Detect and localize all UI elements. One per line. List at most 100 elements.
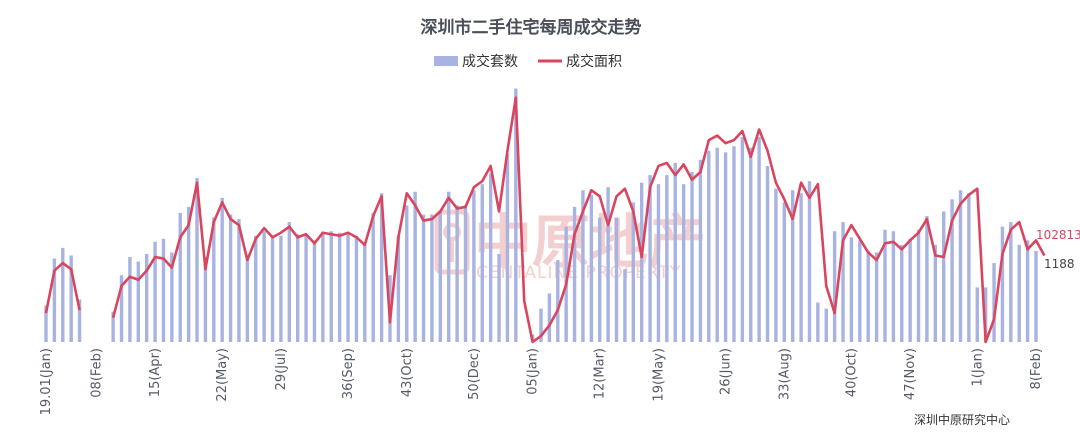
bar-77	[690, 172, 694, 342]
bar-50	[463, 205, 468, 342]
bar-34	[329, 231, 333, 342]
x-tick-label: 43(Oct)	[400, 348, 415, 397]
bar-72	[648, 175, 652, 342]
x-tick-label: 8(Feb)	[1029, 348, 1044, 389]
bar-102	[900, 244, 904, 342]
x-tick-label: 50(Dec)	[467, 348, 482, 400]
bar-32	[312, 240, 317, 342]
bar-87	[774, 188, 778, 342]
bar-107	[942, 211, 946, 342]
bars-layer	[44, 88, 1038, 342]
bar-15	[170, 252, 174, 342]
bar-20	[212, 217, 216, 342]
bar-9	[119, 275, 124, 342]
bar-63	[572, 206, 577, 342]
bar-93	[824, 308, 828, 342]
area-line-segment-1	[111, 96, 1046, 344]
bar-117	[1025, 240, 1030, 342]
x-tick-label: 15(Apr)	[148, 348, 163, 397]
bar-3	[69, 255, 73, 342]
bar-112	[983, 287, 988, 342]
bar-116	[1017, 244, 1021, 342]
bar-16	[178, 213, 182, 342]
bar-78	[698, 159, 703, 342]
bar-84	[749, 147, 753, 342]
area-line-segment-0	[44, 261, 81, 314]
bar-45	[421, 214, 426, 342]
bar-70	[631, 202, 635, 342]
bar-103	[908, 238, 912, 342]
line-layer	[44, 96, 1046, 344]
bar-31	[304, 234, 308, 342]
bar-44	[413, 191, 417, 342]
bar-85	[757, 137, 761, 342]
bar-118	[1034, 250, 1038, 342]
bar-114	[1000, 226, 1005, 342]
end-label-count: 1188	[1044, 257, 1075, 271]
x-tick-label: 19.01(Jan)	[39, 348, 54, 415]
end-label-area: 102813	[1036, 228, 1080, 242]
bar-96	[849, 237, 854, 342]
bar-0	[44, 305, 48, 342]
bar-17	[186, 206, 191, 342]
bar-110	[967, 193, 971, 342]
bar-2	[61, 247, 65, 342]
bar-101	[891, 231, 896, 342]
bar-10	[128, 257, 132, 342]
bar-43	[405, 205, 409, 342]
bar-82	[732, 146, 736, 342]
bar-100	[883, 229, 887, 342]
chart-title: 深圳市二手住宅每周成交走势	[421, 17, 642, 38]
bar-23	[237, 219, 241, 342]
bar-92	[816, 302, 820, 342]
bar-49	[455, 205, 459, 342]
x-tick-label: 19(May)	[651, 348, 666, 402]
legend[interactable]: 成交套数 成交面积	[434, 53, 622, 70]
bar-109	[958, 190, 963, 342]
bar-71	[639, 182, 644, 342]
bar-39	[371, 213, 375, 342]
bar-8	[111, 311, 115, 342]
bar-97	[858, 240, 862, 342]
x-tick-label: 40(Oct)	[844, 348, 859, 397]
bar-14	[161, 238, 166, 342]
bar-33	[321, 232, 325, 342]
bar-66	[598, 217, 602, 342]
x-tick-label: 26(Jun)	[719, 348, 734, 395]
bar-67	[606, 187, 610, 342]
bar-55	[505, 153, 510, 342]
bar-59	[539, 308, 543, 342]
bar-95	[841, 222, 845, 342]
bar-12	[144, 253, 149, 342]
x-tick-label: 05(Jan)	[526, 348, 541, 395]
bar-91	[807, 181, 812, 342]
bar-37	[354, 235, 359, 342]
bar-90	[799, 193, 803, 342]
bar-60	[547, 293, 552, 342]
source-label: 深圳中原研究中心	[914, 412, 1010, 427]
bar-74	[665, 175, 669, 342]
bar-54	[497, 253, 501, 342]
bar-19	[203, 257, 208, 342]
bar-76	[681, 184, 686, 342]
bar-47	[438, 211, 443, 342]
bar-113	[992, 263, 996, 342]
bar-1	[52, 258, 57, 342]
bar-105	[925, 216, 929, 342]
bar-35	[337, 232, 342, 342]
legend-bar-swatch	[434, 56, 458, 66]
bar-89	[790, 190, 795, 342]
bar-64	[581, 190, 585, 342]
x-tick-label: 08(Feb)	[89, 348, 104, 398]
bar-73	[656, 184, 661, 342]
bar-11	[136, 261, 140, 342]
x-tick-label: 22(May)	[215, 348, 230, 402]
x-tick-label: 12(Mar)	[593, 348, 608, 399]
bar-25	[254, 235, 258, 342]
bar-80	[715, 147, 719, 342]
legend-bar-label: 成交套数	[462, 53, 518, 70]
bar-28	[279, 235, 283, 342]
bar-83	[740, 137, 745, 342]
x-tick-label: 1(Jan)	[970, 348, 985, 386]
